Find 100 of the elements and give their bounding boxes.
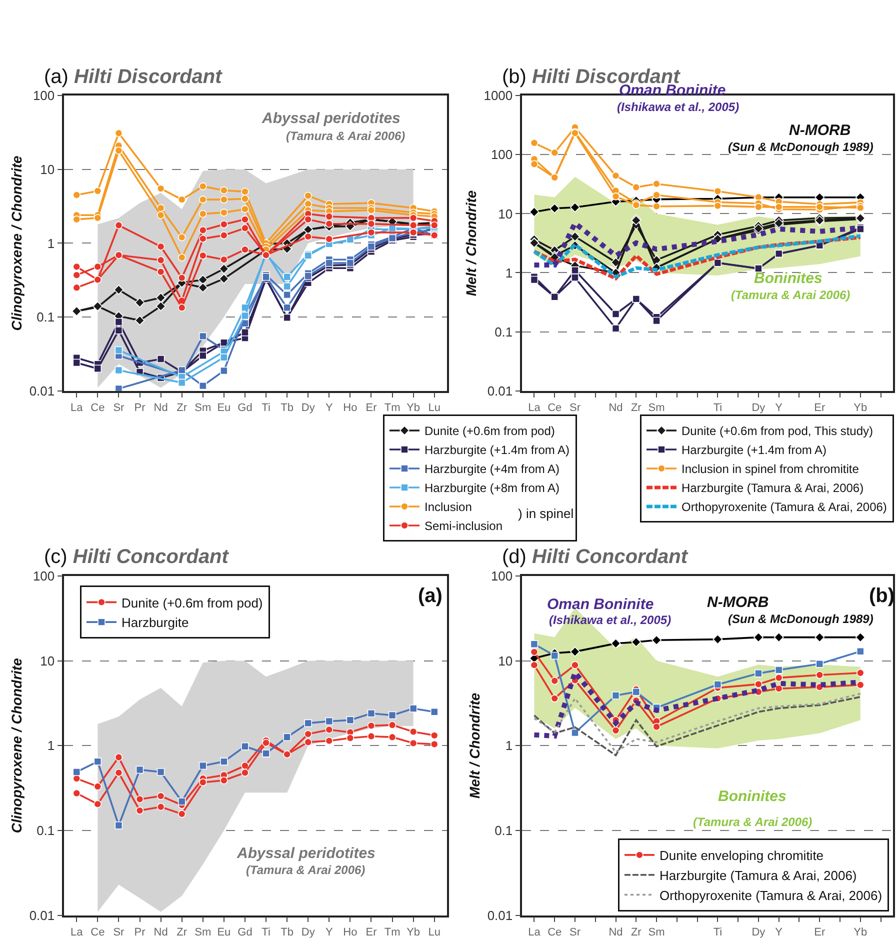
annotation: Abyssal peridotites — [236, 845, 376, 862]
y-axis-title: Clinopyroxene / Chondrite — [8, 155, 24, 331]
x-tick-label: Ti — [713, 926, 722, 938]
text: ) in spinel — [518, 506, 574, 521]
x-tick-label: Nd — [608, 926, 623, 938]
x-tick-label: Sr — [113, 926, 125, 938]
x-tick-label: Y — [325, 926, 334, 938]
legend-label: Harzburgite (Tamura & Arai, 2006) — [682, 481, 864, 496]
y-axis-title: Melt / Chondrite — [462, 190, 479, 296]
x-tick-label: Ce — [548, 926, 562, 938]
y-tick-label: 1 — [505, 738, 513, 754]
y-tick-label: 100 — [32, 568, 55, 584]
y-tick-label: 100 — [32, 88, 55, 104]
x-tick-label: Er — [814, 402, 826, 414]
annotation: (Ishikawa et al., 2005) — [617, 100, 740, 114]
y-tick-label: 100 — [490, 147, 513, 162]
annotation: (a) — [418, 585, 442, 607]
x-tick-label: Ti — [262, 402, 270, 414]
annotation: (Tamura & Arai 2006) — [731, 288, 850, 302]
y-tick-label: 1 — [47, 738, 55, 754]
x-tick-label: Ho — [343, 926, 358, 938]
x-tick-label: Sm — [194, 926, 212, 938]
legend-label: Semi-inclusion — [424, 519, 503, 534]
y-tick-label: 0.01 — [29, 908, 55, 923]
legend-label: Harzburgite (+1.4m from A) — [682, 443, 827, 458]
legend-label: Harzburgite (+8m from A) — [424, 481, 560, 496]
x-tick-label: Sm — [648, 402, 665, 414]
y-tick-label: 0.1 — [36, 310, 55, 325]
y-tick-label: 100 — [490, 568, 513, 584]
x-tick-label: Dy — [752, 402, 766, 414]
x-tick-label: Yb — [406, 926, 420, 938]
y-axis-title: Melt / Chondrite — [466, 692, 482, 799]
y-tick-label: 1 — [505, 265, 513, 280]
x-tick-label: Nd — [154, 926, 168, 938]
x-tick-label: Nd — [154, 402, 168, 414]
x-tick-label: Lu — [428, 402, 440, 414]
x-tick-label: Lu — [428, 926, 440, 938]
legend-label: Inclusion — [424, 500, 472, 514]
x-tick-label: Er — [814, 926, 826, 938]
x-tick-label: Tb — [280, 926, 294, 938]
x-tick-label: Sr — [113, 402, 125, 414]
y-tick-label: 0.01 — [487, 383, 513, 398]
x-tick-label: Gd — [238, 402, 252, 414]
chart-title: (d) Hilti Concordant — [502, 546, 689, 568]
legend-label: Harzburgite (Tamura & Arai, 2006) — [660, 868, 857, 883]
y-tick-label: 10 — [40, 162, 55, 177]
y-tick-label: 10 — [498, 206, 513, 222]
x-tick-label: Ti — [262, 926, 270, 938]
x-tick-label: Y — [775, 926, 784, 938]
chart-title: (c) Hilti Concordant — [44, 546, 230, 568]
x-tick-label: Eu — [217, 402, 231, 414]
y-tick-label: 10 — [498, 653, 513, 668]
legend-label: Dunite enveloping chromitite — [660, 848, 824, 864]
x-tick-label: Zr — [176, 926, 188, 938]
y-tick-label: 0.01 — [29, 383, 55, 398]
x-tick-label: La — [528, 402, 542, 414]
legend-label: Harzburgite — [122, 615, 189, 630]
legend-label: Harzburgite (+4m from A) — [424, 462, 560, 476]
x-tick-label: Er — [366, 926, 378, 938]
y-tick-label: 0.1 — [494, 823, 513, 838]
x-tick-label: La — [70, 402, 84, 414]
x-tick-label: Sr — [570, 926, 581, 938]
chart-title: (a) Hilti Discordant — [44, 66, 224, 88]
annotation: Abyssal peridotites — [261, 110, 400, 127]
legend-label: Orthopyroxenite (Tamura & Arai, 2006) — [660, 888, 882, 903]
x-tick-label: Pr — [134, 402, 146, 414]
x-tick-label: Dy — [301, 402, 316, 414]
annotation: N-MORB — [707, 594, 769, 611]
x-tick-label: Sm — [194, 402, 212, 414]
x-tick-label: Sm — [648, 926, 665, 938]
x-tick-label: Tm — [384, 926, 400, 938]
x-tick-label: Gd — [238, 926, 252, 938]
x-tick-label: Zr — [176, 402, 188, 414]
legend-label: Harzburgite (+1.4m from A) — [424, 443, 570, 458]
x-tick-label: Zr — [630, 402, 642, 414]
x-tick-label: Sr — [570, 402, 581, 414]
x-tick-label: Dy — [301, 926, 316, 938]
x-tick-label: Tm — [384, 402, 400, 414]
annotation: (Sun & McDonough 1989) — [728, 612, 874, 626]
y-tick-label: 10 — [40, 653, 55, 668]
annotation: (Sun & McDonough 1989) — [728, 140, 874, 154]
annotation: (Tamura & Arai 2006) — [286, 129, 406, 143]
x-tick-label: Y — [775, 402, 784, 414]
annotation: Oman Boninite — [547, 596, 654, 613]
annotation: (Tamura & Arai 2006) — [693, 815, 812, 829]
x-tick-label: Dy — [752, 926, 766, 938]
y-tick-label: 1000 — [484, 88, 513, 104]
annotation: Boninites — [754, 270, 822, 287]
x-tick-label: Tb — [280, 402, 294, 414]
legend-label: Dunite (+0.6m from pod) — [424, 424, 555, 438]
x-tick-label: Yb — [406, 402, 420, 414]
x-tick-label: Ce — [90, 926, 105, 938]
annotation: Boninites — [718, 788, 786, 805]
x-tick-label: Er — [366, 402, 378, 414]
x-tick-label: Ti — [713, 402, 722, 414]
annotation: (Ishikawa et al., 2005) — [549, 613, 672, 627]
annotation: (Tamura & Arai 2006) — [246, 863, 366, 877]
annotation: N-MORB — [789, 122, 851, 139]
x-tick-label: Nd — [608, 402, 623, 414]
x-tick-label: Yb — [854, 926, 868, 938]
